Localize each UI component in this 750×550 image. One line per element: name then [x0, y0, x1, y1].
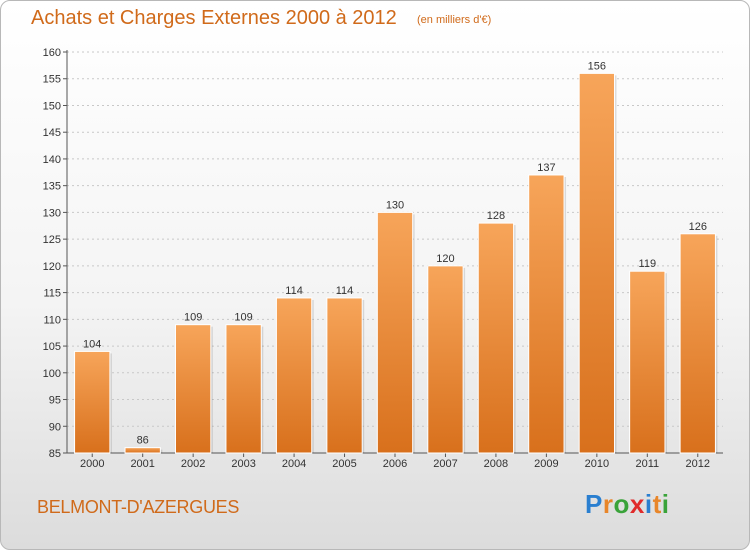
axes: 85 90 95 100 105 110 115 120 125 130 135 140 145 150 1… — [43, 47, 723, 470]
x-tick-label: 2006 — [383, 458, 407, 470]
y-tick-label: 115 — [43, 288, 61, 300]
logo-letter: o — [613, 489, 630, 519]
bar-value-label: 114 — [285, 285, 303, 297]
chart-title: Achats et Charges Externes 2000 à 2012 — [31, 7, 397, 29]
y-tick-label: 95 — [49, 395, 61, 407]
bar — [578, 72, 616, 454]
logo-letter: t — [652, 489, 662, 519]
bar — [225, 324, 262, 454]
bar-value-label: 130 — [386, 199, 404, 211]
x-tick-label: 2011 — [635, 458, 659, 470]
proxiti-logo: Proxiti — [585, 489, 669, 520]
y-tick-label: 160 — [43, 47, 61, 59]
bar — [528, 174, 565, 454]
x-tick-label: 2010 — [585, 458, 609, 470]
x-tick-label: 2012 — [686, 458, 710, 470]
bar — [427, 265, 464, 454]
y-tick-label: 130 — [43, 207, 61, 219]
value-labels: 104 86 109 109 114 114 130 120 128 137 156 119 126 — [83, 60, 707, 446]
y-tick-label: 90 — [49, 421, 61, 433]
x-tick-label: 2003 — [231, 458, 255, 470]
bar — [174, 324, 212, 454]
commune-name: BELMONT-D'AZERGUES — [37, 497, 240, 517]
x-tick-label: 2007 — [433, 458, 457, 470]
y-tick-label: 135 — [43, 181, 61, 193]
bar — [275, 297, 313, 454]
logo-letter: x — [629, 489, 645, 519]
x-tick-label: 2004 — [282, 458, 306, 470]
x-tick-label: 2005 — [332, 458, 356, 470]
bar-value-label: 109 — [234, 312, 252, 324]
bar — [74, 350, 111, 454]
logo-letter: r — [602, 489, 614, 519]
y-tick-label: 105 — [43, 341, 61, 353]
x-tick-label: 2009 — [534, 458, 558, 470]
logo-letter: P — [585, 489, 603, 519]
bar-value-label: 114 — [336, 285, 354, 297]
logo-letter: i — [644, 489, 653, 519]
y-tick-label: 150 — [43, 100, 61, 112]
bar-value-label: 156 — [588, 60, 606, 72]
bar-value-label: 120 — [436, 253, 454, 265]
bar-value-label: 104 — [83, 338, 101, 350]
bar — [376, 211, 414, 454]
bar-value-label: 137 — [537, 162, 555, 174]
y-tick-label: 110 — [43, 314, 61, 326]
bar — [629, 270, 666, 454]
x-tick-label: 2000 — [80, 458, 104, 470]
x-tick-label: 2001 — [130, 458, 154, 470]
bar — [124, 447, 161, 454]
y-tick-label: 100 — [43, 368, 61, 380]
y-tick-label: 145 — [43, 127, 61, 139]
bar-value-label: 126 — [689, 221, 707, 233]
y-tick-label: 120 — [43, 261, 61, 273]
x-tick-label: 2002 — [181, 458, 205, 470]
bar — [326, 297, 363, 454]
bars — [74, 72, 718, 454]
bar-value-label: 119 — [639, 258, 657, 270]
bar-value-label: 109 — [184, 312, 202, 324]
bar — [679, 233, 716, 454]
y-tick-label: 85 — [49, 448, 61, 460]
y-tick-label: 140 — [43, 154, 61, 166]
y-tick-label: 155 — [43, 74, 61, 86]
y-tick-label: 125 — [43, 234, 61, 246]
bar-value-label: 86 — [137, 435, 149, 447]
x-tick-label: 2008 — [484, 458, 508, 470]
chart-unit: (en milliers d'€) — [417, 14, 492, 26]
bar — [477, 222, 515, 454]
logo-letter: i — [661, 489, 670, 519]
bar-value-label: 128 — [487, 210, 505, 222]
